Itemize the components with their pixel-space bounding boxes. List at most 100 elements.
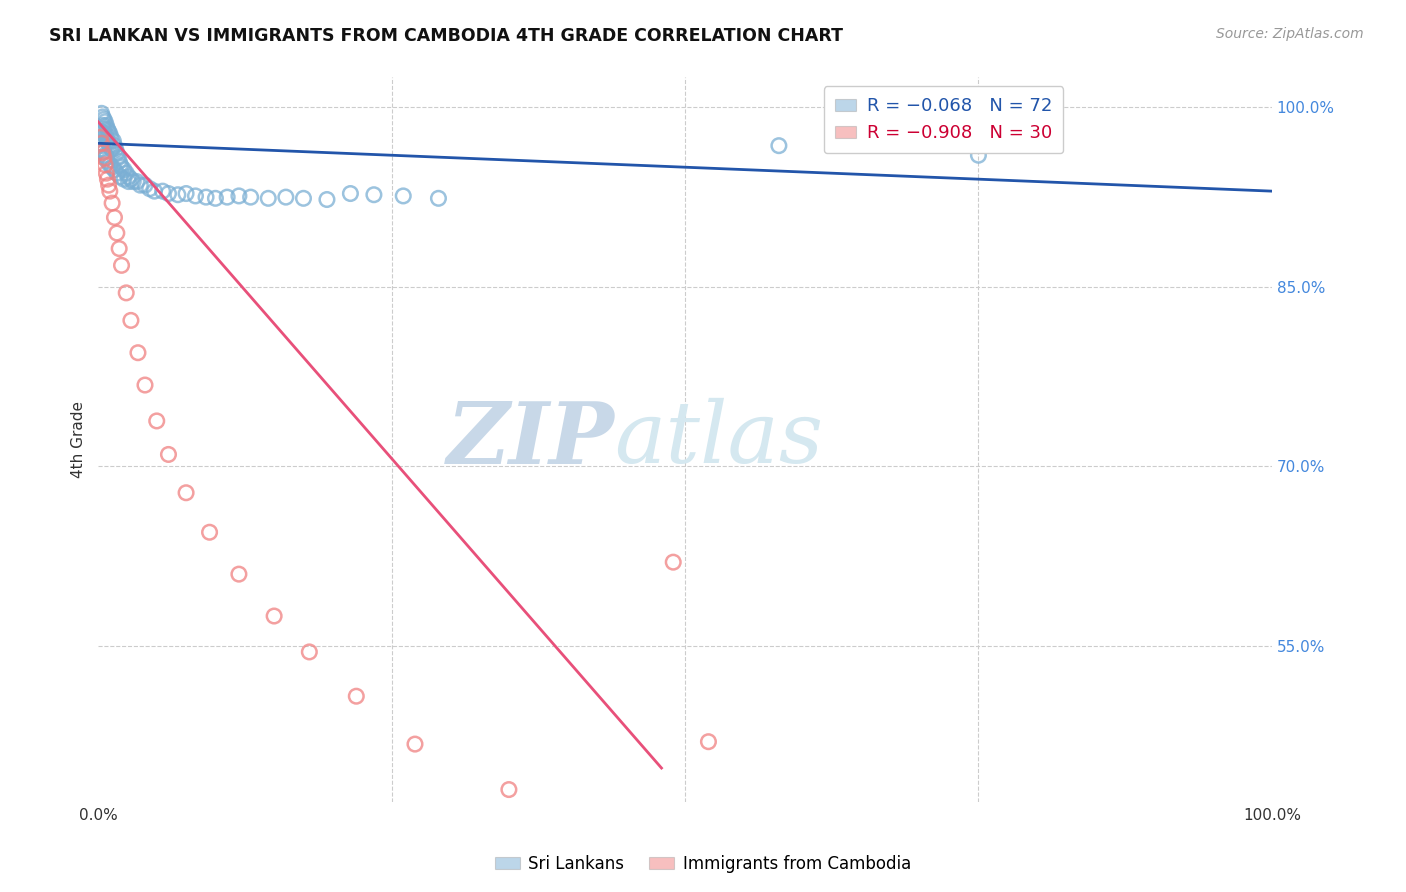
Point — [110, 160, 132, 174]
Point — [404, 737, 426, 751]
Point — [292, 191, 315, 205]
Point — [110, 258, 132, 272]
Point — [101, 142, 124, 156]
Point — [98, 158, 121, 172]
Point — [110, 169, 132, 184]
Point — [274, 190, 297, 204]
Point — [228, 189, 250, 203]
Point — [115, 285, 138, 300]
Point — [498, 782, 520, 797]
Point — [112, 162, 135, 177]
Point — [96, 130, 118, 145]
Point — [90, 138, 112, 153]
Point — [157, 447, 180, 461]
Point — [134, 378, 156, 392]
Point — [103, 162, 125, 177]
Point — [122, 175, 145, 189]
Point — [263, 609, 285, 624]
Point — [125, 175, 148, 189]
Point — [97, 124, 120, 138]
Point — [316, 193, 339, 207]
Point — [120, 313, 142, 327]
Point — [93, 112, 115, 127]
Point — [195, 190, 218, 204]
Point — [152, 184, 174, 198]
Point — [110, 158, 132, 172]
Text: SRI LANKAN VS IMMIGRANTS FROM CAMBODIA 4TH GRADE CORRELATION CHART: SRI LANKAN VS IMMIGRANTS FROM CAMBODIA 4… — [49, 27, 844, 45]
Point — [89, 124, 111, 138]
Point — [174, 186, 197, 201]
Point — [768, 138, 790, 153]
Point — [98, 127, 121, 141]
Point — [198, 525, 221, 540]
Point — [93, 151, 115, 165]
Point — [108, 154, 131, 169]
Text: atlas: atlas — [614, 398, 824, 481]
Legend: R = −0.068   N = 72, R = −0.908   N = 30: R = −0.068 N = 72, R = −0.908 N = 30 — [824, 87, 1063, 153]
Point — [134, 178, 156, 193]
Point — [143, 184, 166, 198]
Point — [100, 130, 122, 145]
Point — [105, 226, 128, 240]
Point — [96, 154, 118, 169]
Point — [967, 148, 990, 162]
Point — [94, 127, 117, 141]
Point — [257, 191, 280, 205]
Point — [89, 136, 111, 151]
Point — [96, 122, 118, 136]
Point — [157, 186, 180, 201]
Point — [103, 211, 125, 225]
Y-axis label: 4th Grade: 4th Grade — [72, 401, 86, 478]
Point — [97, 178, 120, 193]
Point — [91, 110, 114, 124]
Point — [103, 134, 125, 148]
Point — [115, 166, 138, 180]
Point — [93, 145, 115, 159]
Point — [98, 184, 121, 198]
Point — [90, 106, 112, 120]
Point — [107, 151, 129, 165]
Point — [145, 414, 167, 428]
Point — [228, 567, 250, 582]
Point — [112, 172, 135, 186]
Point — [91, 118, 114, 132]
Point — [103, 138, 125, 153]
Point — [174, 485, 197, 500]
Point — [344, 690, 367, 704]
Point — [120, 172, 142, 186]
Point — [298, 645, 321, 659]
Point — [90, 127, 112, 141]
Point — [96, 151, 118, 165]
Point — [91, 145, 114, 160]
Point — [96, 134, 118, 148]
Point — [184, 189, 207, 203]
Point — [89, 130, 111, 145]
Point — [96, 172, 118, 186]
Point — [217, 190, 239, 204]
Point — [167, 187, 190, 202]
Point — [94, 158, 117, 172]
Text: Source: ZipAtlas.com: Source: ZipAtlas.com — [1216, 27, 1364, 41]
Point — [138, 182, 160, 196]
Point — [101, 196, 124, 211]
Point — [129, 178, 152, 193]
Point — [98, 138, 121, 153]
Point — [239, 190, 262, 204]
Point — [94, 148, 117, 162]
Point — [697, 734, 720, 748]
Legend: Sri Lankans, Immigrants from Cambodia: Sri Lankans, Immigrants from Cambodia — [488, 848, 918, 880]
Point — [105, 166, 128, 180]
Point — [392, 189, 415, 203]
Point — [117, 175, 139, 189]
Point — [108, 242, 131, 256]
Point — [104, 142, 127, 156]
Point — [363, 187, 385, 202]
Point — [96, 166, 118, 180]
Point — [427, 191, 450, 205]
Point — [339, 186, 361, 201]
Point — [105, 145, 128, 160]
Point — [662, 555, 685, 569]
Point — [100, 141, 122, 155]
Point — [94, 114, 117, 128]
Text: ZIP: ZIP — [447, 398, 614, 482]
